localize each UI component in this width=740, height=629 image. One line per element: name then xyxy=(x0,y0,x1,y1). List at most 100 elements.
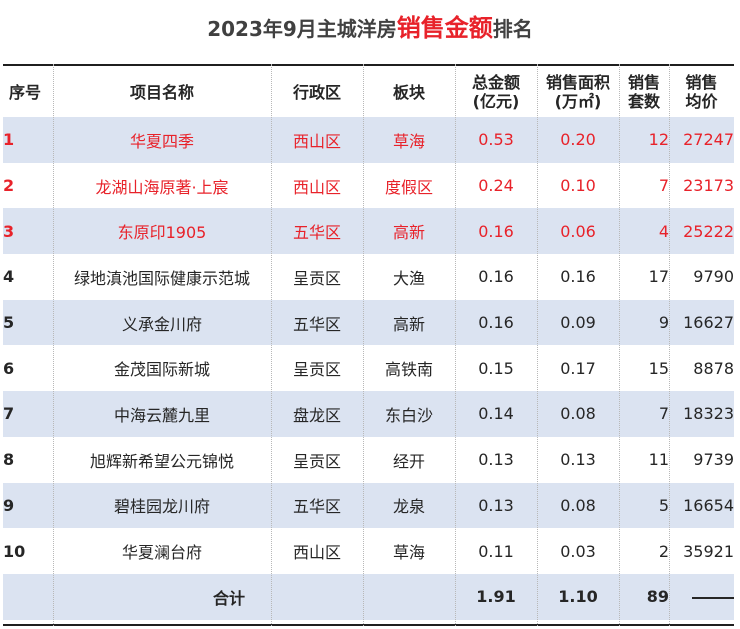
row-avg: 9790 xyxy=(693,267,734,287)
row-block: 度假区 xyxy=(384,177,433,197)
row-amount: 0.16 xyxy=(455,299,537,346)
table-body: 1 华夏四季 西山区 草海 0.53 0.20 12 27247 2 龙湖山海原著·上宸 西山区 度假… xyxy=(3,117,734,574)
row-block: 东白沙 xyxy=(363,391,455,437)
row-count: 7 xyxy=(658,176,669,196)
row-district: 呈贡区 xyxy=(292,360,341,380)
row-name: 华夏澜台府 xyxy=(121,543,202,563)
row-amount: 0.14 xyxy=(455,391,537,437)
row-avg: 25222 xyxy=(669,208,734,255)
row-name: 金茂国际新城 xyxy=(113,360,210,380)
page-title: 2023年9月主城洋房销售金额排名 xyxy=(0,8,740,43)
total-count: 89 xyxy=(619,573,669,620)
row-avg: 16654 xyxy=(669,482,734,529)
row-idx: 10 xyxy=(3,541,26,561)
row-avg: 35921 xyxy=(683,541,734,561)
row-idx: 1 xyxy=(3,117,53,163)
table-row: 7 中海云麓九里 盘龙区 东白沙 0.14 0.08 7 18323 xyxy=(3,391,734,437)
row-district: 五华区 xyxy=(271,299,363,346)
row-area: 0.17 xyxy=(560,358,596,378)
row-amount: 0.11 xyxy=(478,541,514,561)
row-idx: 9 xyxy=(3,482,53,529)
row-name: 义承金川府 xyxy=(53,299,271,346)
row-idx: 4 xyxy=(3,267,15,287)
row-name: 绿地滇池国际健康示范城 xyxy=(73,268,250,288)
title-suffix: 排名 xyxy=(492,17,533,41)
row-district: 五华区 xyxy=(271,482,363,529)
row-count: 4 xyxy=(619,208,669,255)
header-row: 序号 项目名称 行政区 板块 总金额 (亿元) 销售面积 (万㎡) 销售 套数 销售均… xyxy=(3,67,734,117)
row-block: 高新 xyxy=(363,299,455,346)
row-block: 高铁南 xyxy=(384,360,433,380)
row-count: 9 xyxy=(619,299,669,346)
row-district: 五华区 xyxy=(271,208,363,255)
row-idx: 7 xyxy=(3,391,53,437)
total-label: 合计 xyxy=(3,573,455,620)
row-amount: 0.15 xyxy=(478,358,514,378)
table-row: 1 华夏四季 西山区 草海 0.53 0.20 12 27247 xyxy=(3,117,734,163)
header-district: 行政区 xyxy=(292,82,341,102)
row-amount: 0.13 xyxy=(478,450,514,470)
row-area: 0.16 xyxy=(560,267,596,287)
header-avg: 销售 均价 xyxy=(685,73,718,111)
row-district: 呈贡区 xyxy=(292,268,341,288)
table-row: 5 义承金川府 五华区 高新 0.16 0.09 9 16627 xyxy=(3,299,734,346)
header-idx: 序号 xyxy=(9,82,42,102)
row-area: 0.10 xyxy=(560,176,596,196)
table-row: 10 华夏澜台府 西山区 草海 0.11 0.03 2 35921 xyxy=(3,528,734,574)
row-avg: 8878 xyxy=(693,358,734,378)
row-count: 12 xyxy=(619,117,669,163)
total-area: 1.10 xyxy=(537,573,619,620)
row-area: 0.09 xyxy=(537,299,619,346)
row-area: 0.08 xyxy=(537,391,619,437)
row-district: 盘龙区 xyxy=(271,391,363,437)
title-highlight: 销售金额 xyxy=(396,14,493,42)
row-block: 高新 xyxy=(363,208,455,255)
header-amount: 总金额 (亿元) xyxy=(471,73,520,111)
header-count: 销售 套数 xyxy=(627,73,660,111)
row-amount: 0.24 xyxy=(478,176,514,196)
row-name: 中海云麓九里 xyxy=(53,391,271,437)
row-name: 华夏四季 xyxy=(53,117,271,163)
row-area: 0.08 xyxy=(537,482,619,529)
row-amount: 0.53 xyxy=(455,117,537,163)
row-count: 7 xyxy=(619,391,669,437)
table-row: 9 碧桂园龙川府 五华区 龙泉 0.13 0.08 5 16654 xyxy=(3,482,734,529)
table-row: 8 旭辉新希望公元锦悦 呈贡区 经开 0.13 0.13 11 9739 xyxy=(3,437,734,483)
row-count: 17 xyxy=(648,267,669,287)
row-count: 11 xyxy=(648,450,669,470)
row-idx: 3 xyxy=(3,208,53,255)
row-district: 西山区 xyxy=(271,117,363,163)
row-idx: 8 xyxy=(3,450,15,470)
row-avg: 9739 xyxy=(693,450,734,470)
title-prefix: 2023年9月主城洋房 xyxy=(207,17,397,41)
row-idx: 2 xyxy=(3,176,15,196)
row-block: 大渔 xyxy=(392,268,425,288)
row-avg: 18323 xyxy=(669,391,734,437)
row-idx: 6 xyxy=(3,358,15,378)
row-district: 西山区 xyxy=(292,543,341,563)
row-area: 0.20 xyxy=(537,117,619,163)
total-row: 合计 1.91 1.10 89 xyxy=(3,573,734,620)
row-area: 0.13 xyxy=(560,450,596,470)
table-row: 3 东原印1905 五华区 高新 0.16 0.06 4 25222 xyxy=(3,208,734,255)
table-row: 6 金茂国际新城 呈贡区 高铁南 0.15 0.17 15 8878 xyxy=(3,345,734,391)
sales-ranking-table: 序号 项目名称 行政区 板块 总金额 (亿元) 销售面积 (万㎡) 销售 套数 销售均… xyxy=(3,67,734,620)
row-amount: 0.13 xyxy=(455,482,537,529)
row-amount: 0.16 xyxy=(455,208,537,255)
row-idx: 5 xyxy=(3,299,53,346)
table-row: 4 绿地滇池国际健康示范城 呈贡区 大渔 0.16 0.16 17 9790 xyxy=(3,254,734,300)
table-top-rule xyxy=(3,64,734,66)
header-area: 销售面积 (万㎡) xyxy=(545,73,610,111)
row-count: 5 xyxy=(619,482,669,529)
header-name: 项目名称 xyxy=(129,82,194,102)
table-row: 2 龙湖山海原著·上宸 西山区 度假区 0.24 0.10 7 23173 xyxy=(3,163,734,209)
total-amount: 1.91 xyxy=(455,573,537,620)
row-block: 草海 xyxy=(363,117,455,163)
row-block: 经开 xyxy=(392,451,425,471)
row-area: 0.06 xyxy=(537,208,619,255)
row-area: 0.03 xyxy=(560,541,596,561)
row-count: 15 xyxy=(648,358,669,378)
row-name: 龙湖山海原著·上宸 xyxy=(95,177,229,197)
row-name: 碧桂园龙川府 xyxy=(53,482,271,529)
row-block: 草海 xyxy=(392,543,425,563)
